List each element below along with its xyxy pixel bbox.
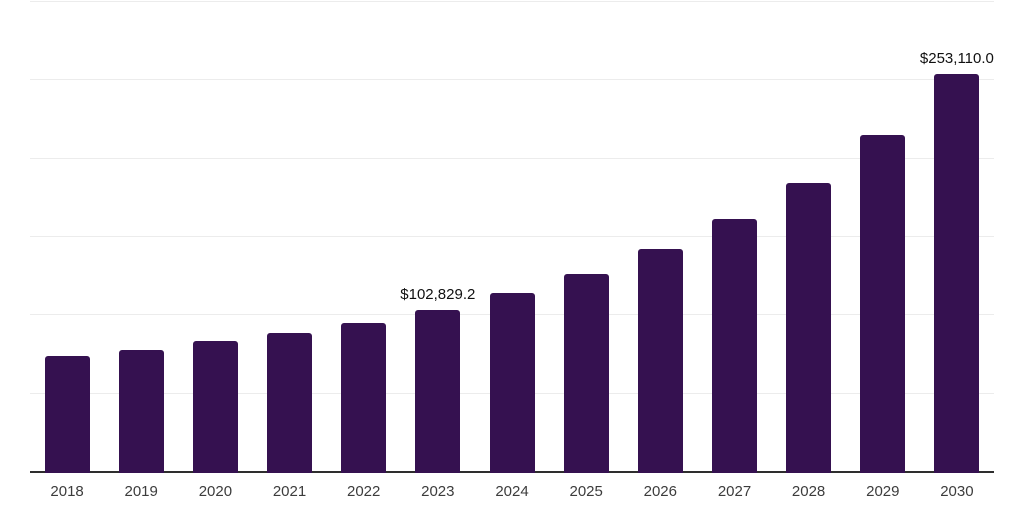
gridline <box>30 158 994 159</box>
x-tick-2025: 2025 <box>569 483 603 500</box>
bar-2025 <box>563 274 609 473</box>
x-tick-2022: 2022 <box>347 483 381 500</box>
bar-2027 <box>712 219 757 473</box>
x-tick-2028: 2028 <box>791 483 826 500</box>
bar-2022 <box>341 323 387 473</box>
x-tick-2030: 2030 <box>940 483 974 500</box>
x-tick-2027: 2027 <box>717 483 752 500</box>
bar-2023 <box>415 310 461 473</box>
plot-area: $102,829.2 $253,110.0 <box>30 0 994 473</box>
x-tick-2026: 2026 <box>643 483 677 500</box>
gridline <box>30 1 994 2</box>
bar-2028 <box>786 183 832 473</box>
bar-2029 <box>860 135 906 473</box>
bar-2020 <box>192 341 238 473</box>
x-tick-2021: 2021 <box>272 483 307 500</box>
bar-2019 <box>118 350 164 473</box>
bar-2021 <box>267 333 312 473</box>
x-tick-2020: 2020 <box>198 483 233 500</box>
bar-2030 <box>934 74 980 473</box>
gridline <box>30 79 994 80</box>
bar-2018 <box>44 356 90 473</box>
value-label-2023: $102,829.2 <box>400 286 476 303</box>
x-axis-tick-labels: 2018 2019 2020 2021 2022 2023 2024 2025 2026 2027… <box>30 482 994 504</box>
value-label-2030: $253,110.0 <box>919 50 994 67</box>
x-tick-2018: 2018 <box>50 483 84 500</box>
x-tick-2029: 2029 <box>866 483 900 500</box>
x-tick-2024: 2024 <box>495 483 529 500</box>
x-tick-2023: 2023 <box>421 483 455 500</box>
bar-2026 <box>637 249 683 473</box>
gridline <box>30 236 994 237</box>
x-tick-2019: 2019 <box>124 483 158 500</box>
bar-2024 <box>489 293 535 473</box>
